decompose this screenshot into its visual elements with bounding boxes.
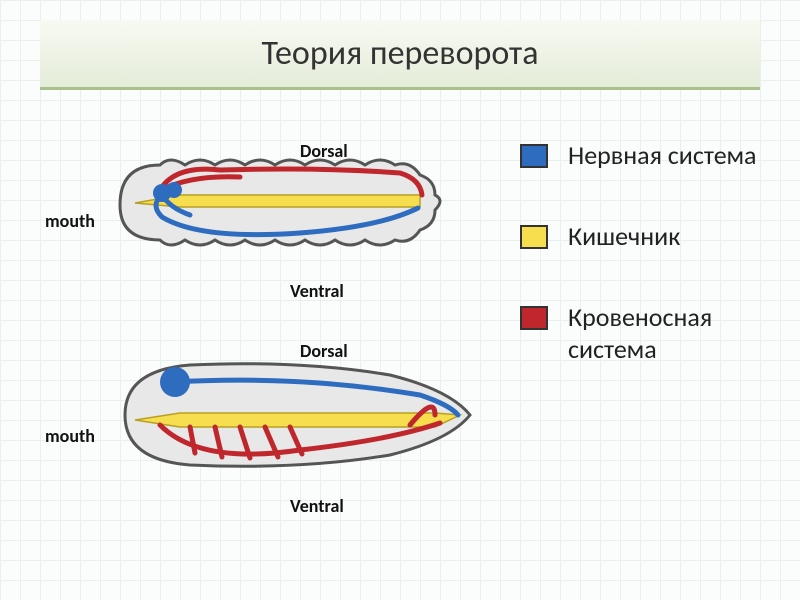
- legend-swatch-nervous: [520, 144, 548, 168]
- diagram-label-bottom-dorsal: Dorsal: [300, 340, 348, 362]
- legend-item-nervous: Нервная система: [520, 140, 780, 171]
- page-title: Теория переворота: [261, 33, 538, 74]
- diagram-label-bottom-mouth: mouth: [45, 425, 95, 447]
- diagram-area: Dorsal Ventral mouth Dorsal Ventral mouth: [40, 105, 500, 585]
- legend-item-gut: Кишечник: [520, 221, 780, 252]
- diagram-svg: [40, 105, 500, 525]
- legend-swatch-gut: [520, 225, 548, 249]
- legend-swatch-blood: [520, 306, 548, 330]
- legend-label-gut: Кишечник: [568, 221, 680, 252]
- diagram-label-bottom-ventral: Ventral: [290, 495, 344, 517]
- diagram-label-top-ventral: Ventral: [290, 280, 344, 302]
- legend: Нервная система Кишечник Кровеносная сис…: [520, 140, 780, 415]
- diagram-label-top-mouth: mouth: [45, 210, 95, 232]
- legend-label-blood: Кровеносная система: [568, 302, 780, 364]
- legend-item-blood: Кровеносная система: [520, 302, 780, 364]
- legend-label-nervous: Нервная система: [568, 140, 757, 171]
- diagram-label-top-dorsal: Dorsal: [300, 140, 348, 162]
- title-bar: Теория переворота: [40, 20, 760, 90]
